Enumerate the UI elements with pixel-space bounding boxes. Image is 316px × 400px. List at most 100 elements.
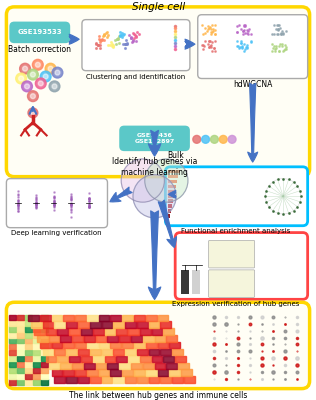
- Point: [203, 30, 208, 36]
- Point: [118, 29, 123, 36]
- Bar: [90, 321, 100, 328]
- Point: [69, 203, 74, 209]
- Bar: [46, 356, 57, 362]
- Bar: [192, 270, 200, 294]
- Text: The link between hub genes and immune cells: The link between hub genes and immune ce…: [69, 390, 248, 400]
- Bar: [146, 342, 156, 348]
- Bar: [125, 349, 136, 355]
- Point: [272, 43, 277, 49]
- Bar: [33, 350, 40, 355]
- Point: [100, 32, 105, 39]
- Bar: [169, 370, 180, 376]
- Bar: [41, 326, 48, 332]
- Point: [86, 204, 91, 210]
- Point: [241, 40, 246, 47]
- Bar: [17, 362, 24, 367]
- Point: [16, 203, 21, 209]
- Bar: [17, 326, 24, 332]
- Point: [99, 37, 104, 43]
- Bar: [134, 314, 145, 321]
- Point: [242, 23, 247, 29]
- Point: [208, 44, 213, 50]
- Point: [97, 37, 102, 44]
- Point: [277, 48, 282, 54]
- Bar: [168, 185, 176, 188]
- Bar: [17, 379, 24, 385]
- Point: [131, 34, 137, 41]
- Bar: [107, 335, 118, 342]
- Circle shape: [40, 71, 51, 82]
- Bar: [72, 363, 83, 369]
- Circle shape: [30, 94, 35, 99]
- Point: [51, 199, 56, 205]
- Bar: [54, 376, 65, 383]
- Bar: [128, 356, 139, 362]
- Circle shape: [21, 81, 33, 92]
- Point: [94, 40, 99, 47]
- Point: [69, 207, 74, 213]
- Point: [104, 34, 109, 40]
- Bar: [168, 175, 178, 178]
- Bar: [9, 314, 16, 320]
- Bar: [25, 374, 32, 379]
- Point: [213, 31, 218, 38]
- Bar: [25, 320, 32, 326]
- Bar: [75, 370, 86, 376]
- Bar: [9, 338, 16, 344]
- Point: [129, 34, 134, 41]
- Text: Clustering and identification: Clustering and identification: [86, 74, 185, 80]
- Bar: [168, 200, 173, 203]
- Point: [244, 27, 249, 33]
- Bar: [9, 379, 16, 385]
- Circle shape: [23, 66, 27, 71]
- Bar: [119, 335, 130, 342]
- Point: [16, 201, 21, 208]
- Point: [235, 42, 240, 49]
- Bar: [168, 209, 171, 213]
- Circle shape: [48, 66, 53, 71]
- Bar: [9, 320, 16, 326]
- Point: [16, 204, 21, 211]
- Bar: [99, 342, 109, 348]
- FancyBboxPatch shape: [6, 179, 107, 228]
- Point: [240, 28, 245, 35]
- Circle shape: [228, 136, 236, 143]
- Point: [110, 41, 115, 48]
- Bar: [134, 370, 145, 376]
- Bar: [33, 362, 40, 367]
- Point: [209, 29, 214, 36]
- Point: [241, 21, 246, 28]
- Point: [122, 31, 127, 37]
- Circle shape: [20, 63, 30, 74]
- Point: [134, 28, 139, 35]
- Point: [69, 191, 74, 198]
- Point: [121, 40, 126, 47]
- Point: [276, 26, 281, 32]
- Bar: [178, 363, 189, 369]
- Point: [270, 41, 275, 47]
- Bar: [25, 314, 32, 320]
- Point: [51, 189, 56, 195]
- Point: [69, 204, 74, 210]
- Point: [69, 201, 74, 208]
- Point: [206, 38, 211, 44]
- Bar: [54, 349, 65, 355]
- Point: [106, 31, 111, 38]
- Point: [69, 196, 74, 202]
- Point: [271, 44, 276, 51]
- Bar: [122, 370, 133, 376]
- Bar: [168, 190, 175, 193]
- Point: [131, 30, 136, 36]
- Point: [280, 29, 285, 36]
- Bar: [49, 335, 59, 342]
- Point: [86, 201, 91, 207]
- Point: [210, 25, 216, 32]
- Point: [86, 198, 91, 204]
- Point: [69, 214, 74, 220]
- Bar: [168, 194, 174, 198]
- Bar: [146, 314, 156, 321]
- Bar: [87, 370, 98, 376]
- Point: [123, 41, 128, 47]
- Bar: [60, 363, 71, 369]
- Bar: [122, 342, 133, 348]
